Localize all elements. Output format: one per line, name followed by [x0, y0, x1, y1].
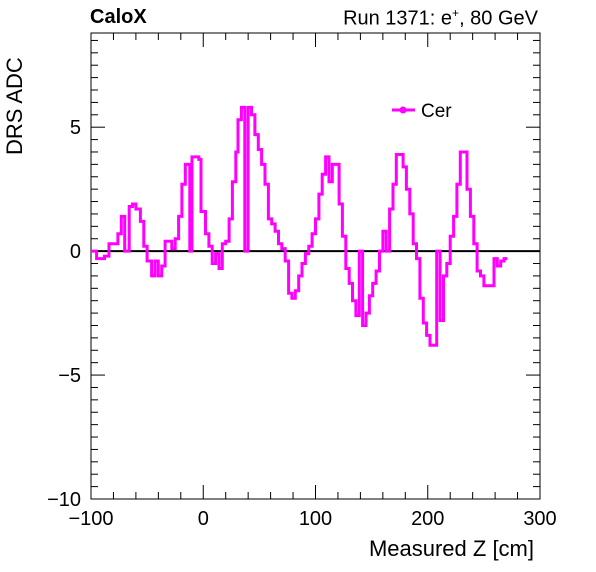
series-line-cer — [91, 105, 508, 347]
y-tick-label: 5 — [70, 117, 81, 139]
y-tick-label: −5 — [58, 365, 81, 387]
x-tick-label: 300 — [523, 508, 556, 530]
run-title-text: Run 1371: e — [343, 7, 453, 30]
legend-label-cer: Cer — [421, 101, 452, 122]
y-tick-label: 0 — [70, 241, 81, 263]
legend: Cer — [392, 101, 452, 122]
x-axis-title: Measured Z [cm] — [368, 536, 534, 561]
x-tick-label: 100 — [299, 508, 332, 530]
run-title: Run 1371: e+, 80 GeV — [343, 6, 538, 31]
experiment-title: CaloX — [90, 6, 147, 28]
tick-labels: −100 0 100 200 300 −10 −5 0 5 — [47, 117, 557, 530]
run-title-sup: + — [452, 6, 460, 20]
run-title-suffix: , 80 GeV — [459, 7, 538, 30]
x-tick-label: −100 — [68, 508, 113, 530]
y-axis-title: DRS ADC — [2, 30, 28, 160]
x-tick-label: 200 — [411, 508, 444, 530]
legend-marker-cer — [399, 106, 407, 114]
x-tick-label: 0 — [198, 508, 209, 530]
y-axis-title-text: DRS ADC — [2, 57, 27, 155]
y-tick-label: −10 — [47, 489, 81, 511]
